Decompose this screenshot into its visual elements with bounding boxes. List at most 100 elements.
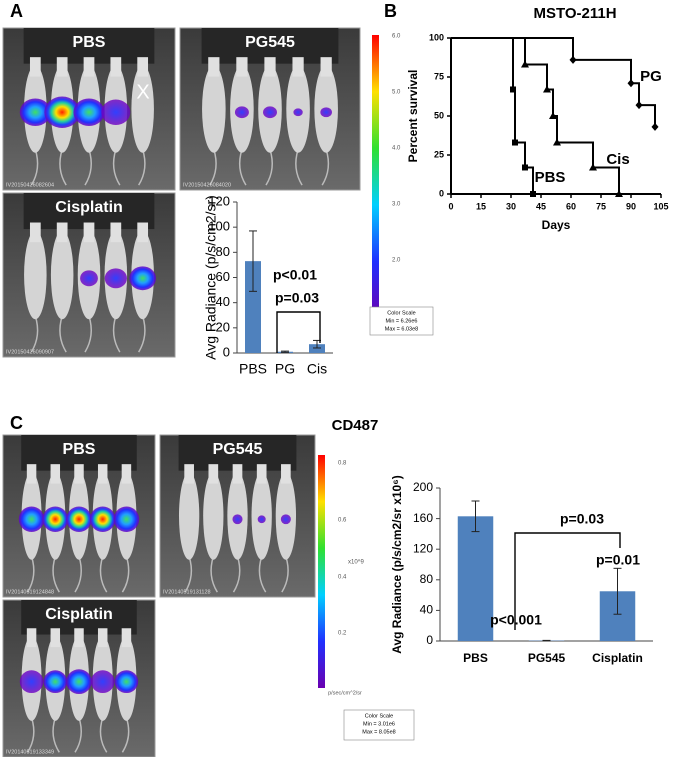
color-tick-label: 0.2: [338, 631, 347, 637]
mouse-body: [24, 230, 47, 320]
survival-line: [451, 37, 534, 194]
mouse-tail: [52, 717, 60, 753]
x-tick-label: 60: [566, 201, 576, 211]
mouse-neck: [236, 57, 248, 77]
marker: [589, 163, 597, 171]
mouse-neck: [184, 464, 194, 484]
signal: [280, 514, 291, 525]
mouse-tail: [26, 556, 35, 593]
bar: [309, 344, 325, 353]
signal: [18, 506, 45, 533]
mouse-tail: [30, 149, 39, 186]
y-tick-label: 120: [413, 541, 433, 555]
mouse-tail: [138, 149, 146, 186]
mouse-neck: [121, 464, 132, 484]
mouse-tail: [59, 315, 67, 353]
mouse-neck: [292, 57, 304, 77]
marker: [627, 79, 635, 88]
image-label: Cisplatin: [45, 606, 113, 623]
x-tick-label: PG545: [528, 651, 566, 665]
annotation: p<0.001: [490, 612, 542, 628]
mouse-tail: [26, 717, 35, 753]
signal: [129, 266, 157, 291]
image-label: PBS: [73, 34, 106, 51]
mouse-neck: [281, 464, 291, 484]
image-id: IV20140519133349: [6, 749, 54, 755]
mouse-tail: [184, 556, 193, 593]
cell-line: MSTO-211H: [533, 5, 616, 22]
color-tick-label: 0.8: [338, 461, 347, 467]
mouse-tail: [295, 149, 303, 186]
y-tick-label: 80: [216, 244, 230, 259]
y-tick-label: 0: [223, 344, 230, 359]
marker: [522, 164, 528, 171]
color-scale-text: Max = 6.03e8: [385, 326, 418, 332]
color-scale-box: [343, 709, 415, 741]
y-tick-label: 75: [434, 71, 444, 81]
marker: [510, 86, 516, 93]
y-tick-label: 80: [420, 572, 434, 586]
signal: [80, 270, 98, 287]
x-tick-label: PBS: [463, 651, 488, 665]
color-tick-label: 5.0: [392, 90, 401, 96]
signal: [234, 106, 249, 119]
marker: [530, 191, 536, 197]
mouse-neck: [97, 464, 108, 484]
marker: [651, 122, 659, 131]
color-tick-label: 0.4: [338, 575, 347, 581]
marker: [521, 60, 529, 68]
mouse-tail: [52, 556, 60, 593]
color-tick-label: 0.6: [338, 518, 347, 524]
marker: [543, 85, 551, 93]
color-scale-text: Color Scale: [387, 310, 415, 316]
mouse-neck: [137, 57, 149, 77]
mouse-tail: [238, 149, 247, 186]
series-label: PG: [640, 68, 662, 85]
mouse-tail: [74, 717, 82, 753]
mouse-tail: [84, 149, 92, 186]
mouse-body: [178, 472, 200, 560]
mouse-neck: [50, 628, 61, 648]
color-bar: [318, 455, 325, 688]
mouse-tail: [281, 556, 289, 593]
mouse-image: [159, 434, 316, 598]
annotation: p=0.01: [596, 552, 640, 568]
mouse-tail: [232, 556, 241, 593]
signal: [73, 98, 105, 126]
series-label: PBS: [535, 169, 566, 186]
mouse-neck: [50, 464, 61, 484]
bar: [245, 261, 261, 353]
mouse-image: [2, 434, 156, 598]
y-tick-label: 40: [420, 603, 434, 617]
mouse-neck: [208, 464, 219, 484]
color-multiplier: x10^9: [348, 560, 364, 566]
color-unit: p/sec/cm^2/sr: [328, 690, 362, 696]
mouse-tail: [99, 717, 108, 753]
x-tick-label: Cisplatin: [592, 651, 643, 665]
mouse-tail: [84, 315, 92, 353]
y-tick-label: 50: [434, 110, 444, 120]
x-tick-label: 75: [596, 201, 606, 211]
mouse-neck: [110, 57, 122, 77]
panel-label: A: [10, 1, 23, 21]
mouse-image: [2, 27, 176, 191]
mouse-tail: [30, 315, 39, 353]
x-tick-label: 0: [448, 201, 453, 211]
mouse-neck: [97, 628, 108, 648]
mouse-neck: [83, 57, 95, 77]
y-tick-label: 20: [216, 319, 230, 334]
x-tick-label: Cis: [307, 361, 327, 377]
marker: [553, 138, 561, 146]
signal: [19, 98, 51, 126]
signal: [42, 506, 69, 533]
image-label: Cisplatin: [55, 199, 123, 216]
mouse-tail: [59, 149, 67, 186]
marker: [635, 101, 643, 110]
signal: [90, 670, 115, 694]
signal: [89, 506, 116, 533]
mouse-body: [202, 65, 226, 153]
signal: [66, 506, 92, 533]
image-id: IV20140519131128: [163, 589, 211, 595]
mouse-body: [131, 65, 154, 153]
